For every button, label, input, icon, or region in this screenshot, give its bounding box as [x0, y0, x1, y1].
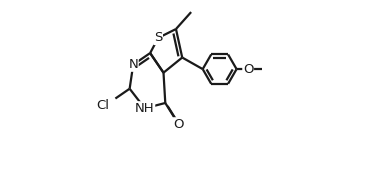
Text: NH: NH [135, 102, 155, 115]
Text: N: N [128, 58, 138, 71]
Text: O: O [173, 118, 184, 131]
Text: O: O [243, 63, 254, 76]
Text: S: S [154, 31, 162, 44]
Text: Cl: Cl [96, 99, 109, 112]
